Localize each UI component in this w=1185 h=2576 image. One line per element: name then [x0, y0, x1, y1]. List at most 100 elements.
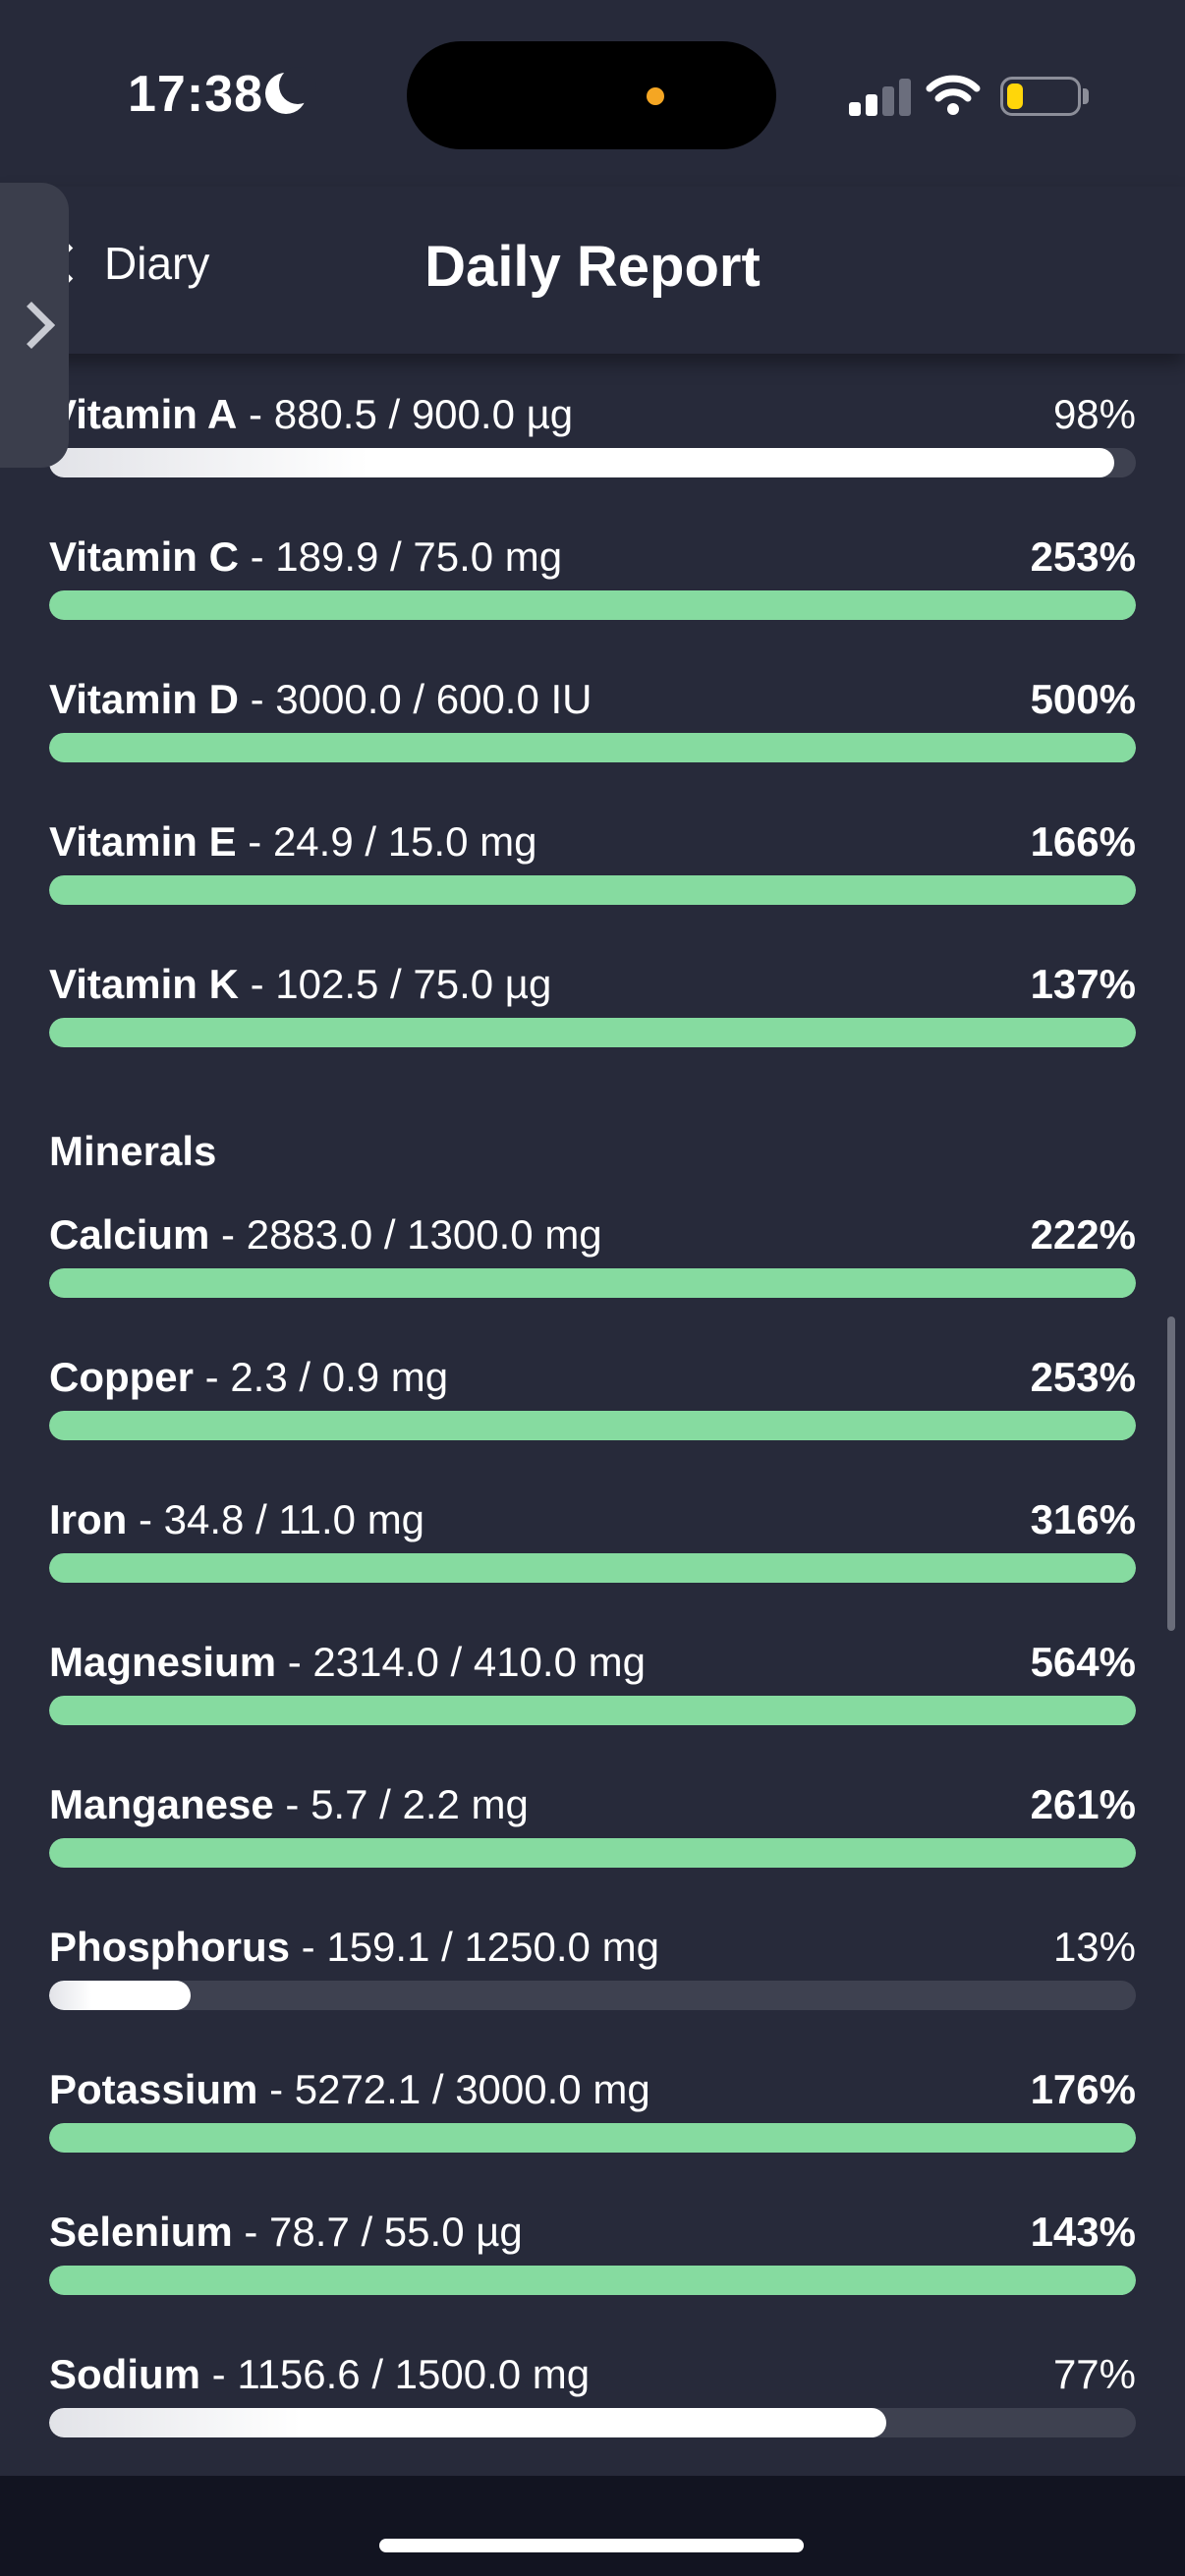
- nutrient-percent: 500%: [1030, 676, 1136, 722]
- nutrient-amount: - 102.5 / 75.0 µg: [238, 961, 552, 1007]
- section-header: Minerals: [49, 1128, 217, 1174]
- nutrient-name: Calcium: [49, 1211, 210, 1258]
- nutrient-row[interactable]: Magnesium - 2314.0 / 410.0 mg 564%: [49, 1639, 1136, 1747]
- progress-fill: [49, 1838, 1136, 1868]
- nav-header: Diary Daily Report: [0, 187, 1185, 354]
- nutrient-percent: 137%: [1030, 961, 1136, 1007]
- nutrient-percent: 253%: [1030, 1354, 1136, 1400]
- nutrient-label: Manganese - 5.7 / 2.2 mg: [49, 1781, 529, 1828]
- nutrient-row[interactable]: Vitamin C - 189.9 / 75.0 mg 253%: [49, 533, 1136, 642]
- nutrient-amount: - 189.9 / 75.0 mg: [238, 533, 563, 580]
- cellular-signal-icon: [849, 77, 912, 116]
- progress-track: [49, 1696, 1136, 1725]
- nutrient-label: Vitamin A - 880.5 / 900.0 µg: [49, 391, 573, 438]
- nutrient-percent: 143%: [1030, 2209, 1136, 2255]
- nutrient-name: Vitamin D: [49, 676, 239, 722]
- progress-fill: [49, 1981, 191, 2010]
- dynamic-island: [407, 41, 776, 149]
- nutrient-label: Calcium - 2883.0 / 1300.0 mg: [49, 1211, 602, 1259]
- nutrient-amount: - 159.1 / 1250.0 mg: [290, 1924, 659, 1970]
- progress-track: [49, 2266, 1136, 2295]
- nutrient-row[interactable]: Vitamin D - 3000.0 / 600.0 IU 500%: [49, 676, 1136, 784]
- nutrient-row[interactable]: Iron - 34.8 / 11.0 mg 316%: [49, 1496, 1136, 1604]
- nutrient-amount: - 880.5 / 900.0 µg: [237, 391, 574, 437]
- progress-fill: [49, 1553, 1136, 1583]
- microphone-indicator-icon: [647, 87, 664, 105]
- nutrient-name: Copper: [49, 1354, 194, 1400]
- progress-track: [49, 448, 1136, 477]
- nutrient-percent: 176%: [1030, 2066, 1136, 2112]
- nutrient-row[interactable]: Manganese - 5.7 / 2.2 mg 261%: [49, 1781, 1136, 1889]
- nutrient-row[interactable]: Calcium - 2883.0 / 1300.0 mg 222%: [49, 1211, 1136, 1319]
- nutrient-name: Vitamin K: [49, 961, 239, 1007]
- nutrient-row[interactable]: Potassium - 5272.1 / 3000.0 mg 176%: [49, 2066, 1136, 2174]
- nutrient-amount: - 1156.6 / 1500.0 mg: [200, 2351, 591, 2397]
- progress-track: [49, 875, 1136, 905]
- moon-icon: [265, 67, 316, 114]
- progress-track: [49, 1981, 1136, 2010]
- progress-fill: [49, 1018, 1136, 1047]
- progress-fill: [49, 1268, 1136, 1298]
- scrollbar[interactable]: [1167, 1316, 1175, 1631]
- nutrient-label: Vitamin E - 24.9 / 15.0 mg: [49, 818, 536, 866]
- nutrient-label: Potassium - 5272.1 / 3000.0 mg: [49, 2066, 650, 2113]
- nutrient-amount: - 2883.0 / 1300.0 mg: [209, 1211, 602, 1258]
- nutrient-name: Iron: [49, 1496, 128, 1542]
- nutrient-amount: - 34.8 / 11.0 mg: [127, 1496, 425, 1542]
- nutrient-name: Phosphorus: [49, 1924, 291, 1970]
- nutrient-row[interactable]: Copper - 2.3 / 0.9 mg 253%: [49, 1354, 1136, 1462]
- nutrient-name: Vitamin E: [49, 818, 237, 865]
- nutrient-name: Selenium: [49, 2209, 233, 2255]
- nutrient-label: Vitamin C - 189.9 / 75.0 mg: [49, 533, 562, 581]
- nutrient-name: Manganese: [49, 1781, 274, 1827]
- nutrient-row[interactable]: Selenium - 78.7 / 55.0 µg 143%: [49, 2209, 1136, 2317]
- nutrient-row[interactable]: Sodium - 1156.6 / 1500.0 mg 77%: [49, 2351, 1136, 2459]
- progress-fill: [49, 875, 1136, 905]
- nutrient-amount: - 5.7 / 2.2 mg: [273, 1781, 529, 1827]
- nutrient-row[interactable]: Vitamin A - 880.5 / 900.0 µg 98%: [49, 391, 1136, 499]
- nutrient-label: Selenium - 78.7 / 55.0 µg: [49, 2209, 523, 2256]
- nutrient-row[interactable]: Phosphorus - 159.1 / 1250.0 mg 13%: [49, 1924, 1136, 2032]
- nutrient-percent: 222%: [1030, 1211, 1136, 1258]
- nutrient-label: Copper - 2.3 / 0.9 mg: [49, 1354, 448, 1401]
- side-drawer-toggle[interactable]: [0, 183, 69, 468]
- nutrient-amount: - 24.9 / 15.0 mg: [236, 818, 537, 865]
- progress-track: [49, 590, 1136, 620]
- home-indicator[interactable]: [379, 2539, 804, 2552]
- nutrient-label: Iron - 34.8 / 11.0 mg: [49, 1496, 424, 1543]
- progress-track: [49, 2408, 1136, 2437]
- nutrient-label: Magnesium - 2314.0 / 410.0 mg: [49, 1639, 646, 1686]
- progress-track: [49, 733, 1136, 762]
- progress-track: [49, 1268, 1136, 1298]
- battery-cap: [1083, 88, 1089, 104]
- nutrient-percent: 253%: [1030, 533, 1136, 580]
- back-button[interactable]: Diary: [49, 234, 210, 293]
- nutrient-list: Vitamin A - 880.5 / 900.0 µg 98% Vitamin C…: [0, 354, 1185, 2476]
- nutrient-label: Vitamin D - 3000.0 / 600.0 IU: [49, 676, 592, 723]
- nutrient-row[interactable]: Vitamin E - 24.9 / 15.0 mg 166%: [49, 818, 1136, 926]
- battery-icon: [1000, 77, 1081, 116]
- progress-fill: [49, 2123, 1136, 2153]
- nutrient-percent: 13%: [1052, 1924, 1136, 1970]
- progress-fill: [49, 2266, 1136, 2295]
- page-title: Daily Report: [424, 235, 761, 299]
- progress-track: [49, 1411, 1136, 1440]
- nutrient-label: Phosphorus - 159.1 / 1250.0 mg: [49, 1924, 659, 1971]
- back-label: Diary: [104, 238, 210, 289]
- nutrient-name: Sodium: [49, 2351, 200, 2397]
- progress-track: [49, 1018, 1136, 1047]
- progress-track: [49, 1553, 1136, 1583]
- nutrient-percent: 316%: [1030, 1496, 1136, 1542]
- nutrient-amount: - 5272.1 / 3000.0 mg: [257, 2066, 650, 2112]
- nutrient-percent: 261%: [1030, 1781, 1136, 1827]
- nutrient-amount: - 78.7 / 55.0 µg: [232, 2209, 523, 2255]
- progress-fill: [49, 1696, 1136, 1725]
- progress-fill: [49, 2408, 886, 2437]
- nutrient-row[interactable]: Vitamin K - 102.5 / 75.0 µg 137%: [49, 961, 1136, 1069]
- status-time: 17:38: [128, 66, 263, 123]
- nutrient-percent: 564%: [1030, 1639, 1136, 1685]
- status-bar: 17:38: [0, 0, 1185, 187]
- progress-fill: [49, 1411, 1136, 1440]
- battery-level: [1007, 84, 1023, 109]
